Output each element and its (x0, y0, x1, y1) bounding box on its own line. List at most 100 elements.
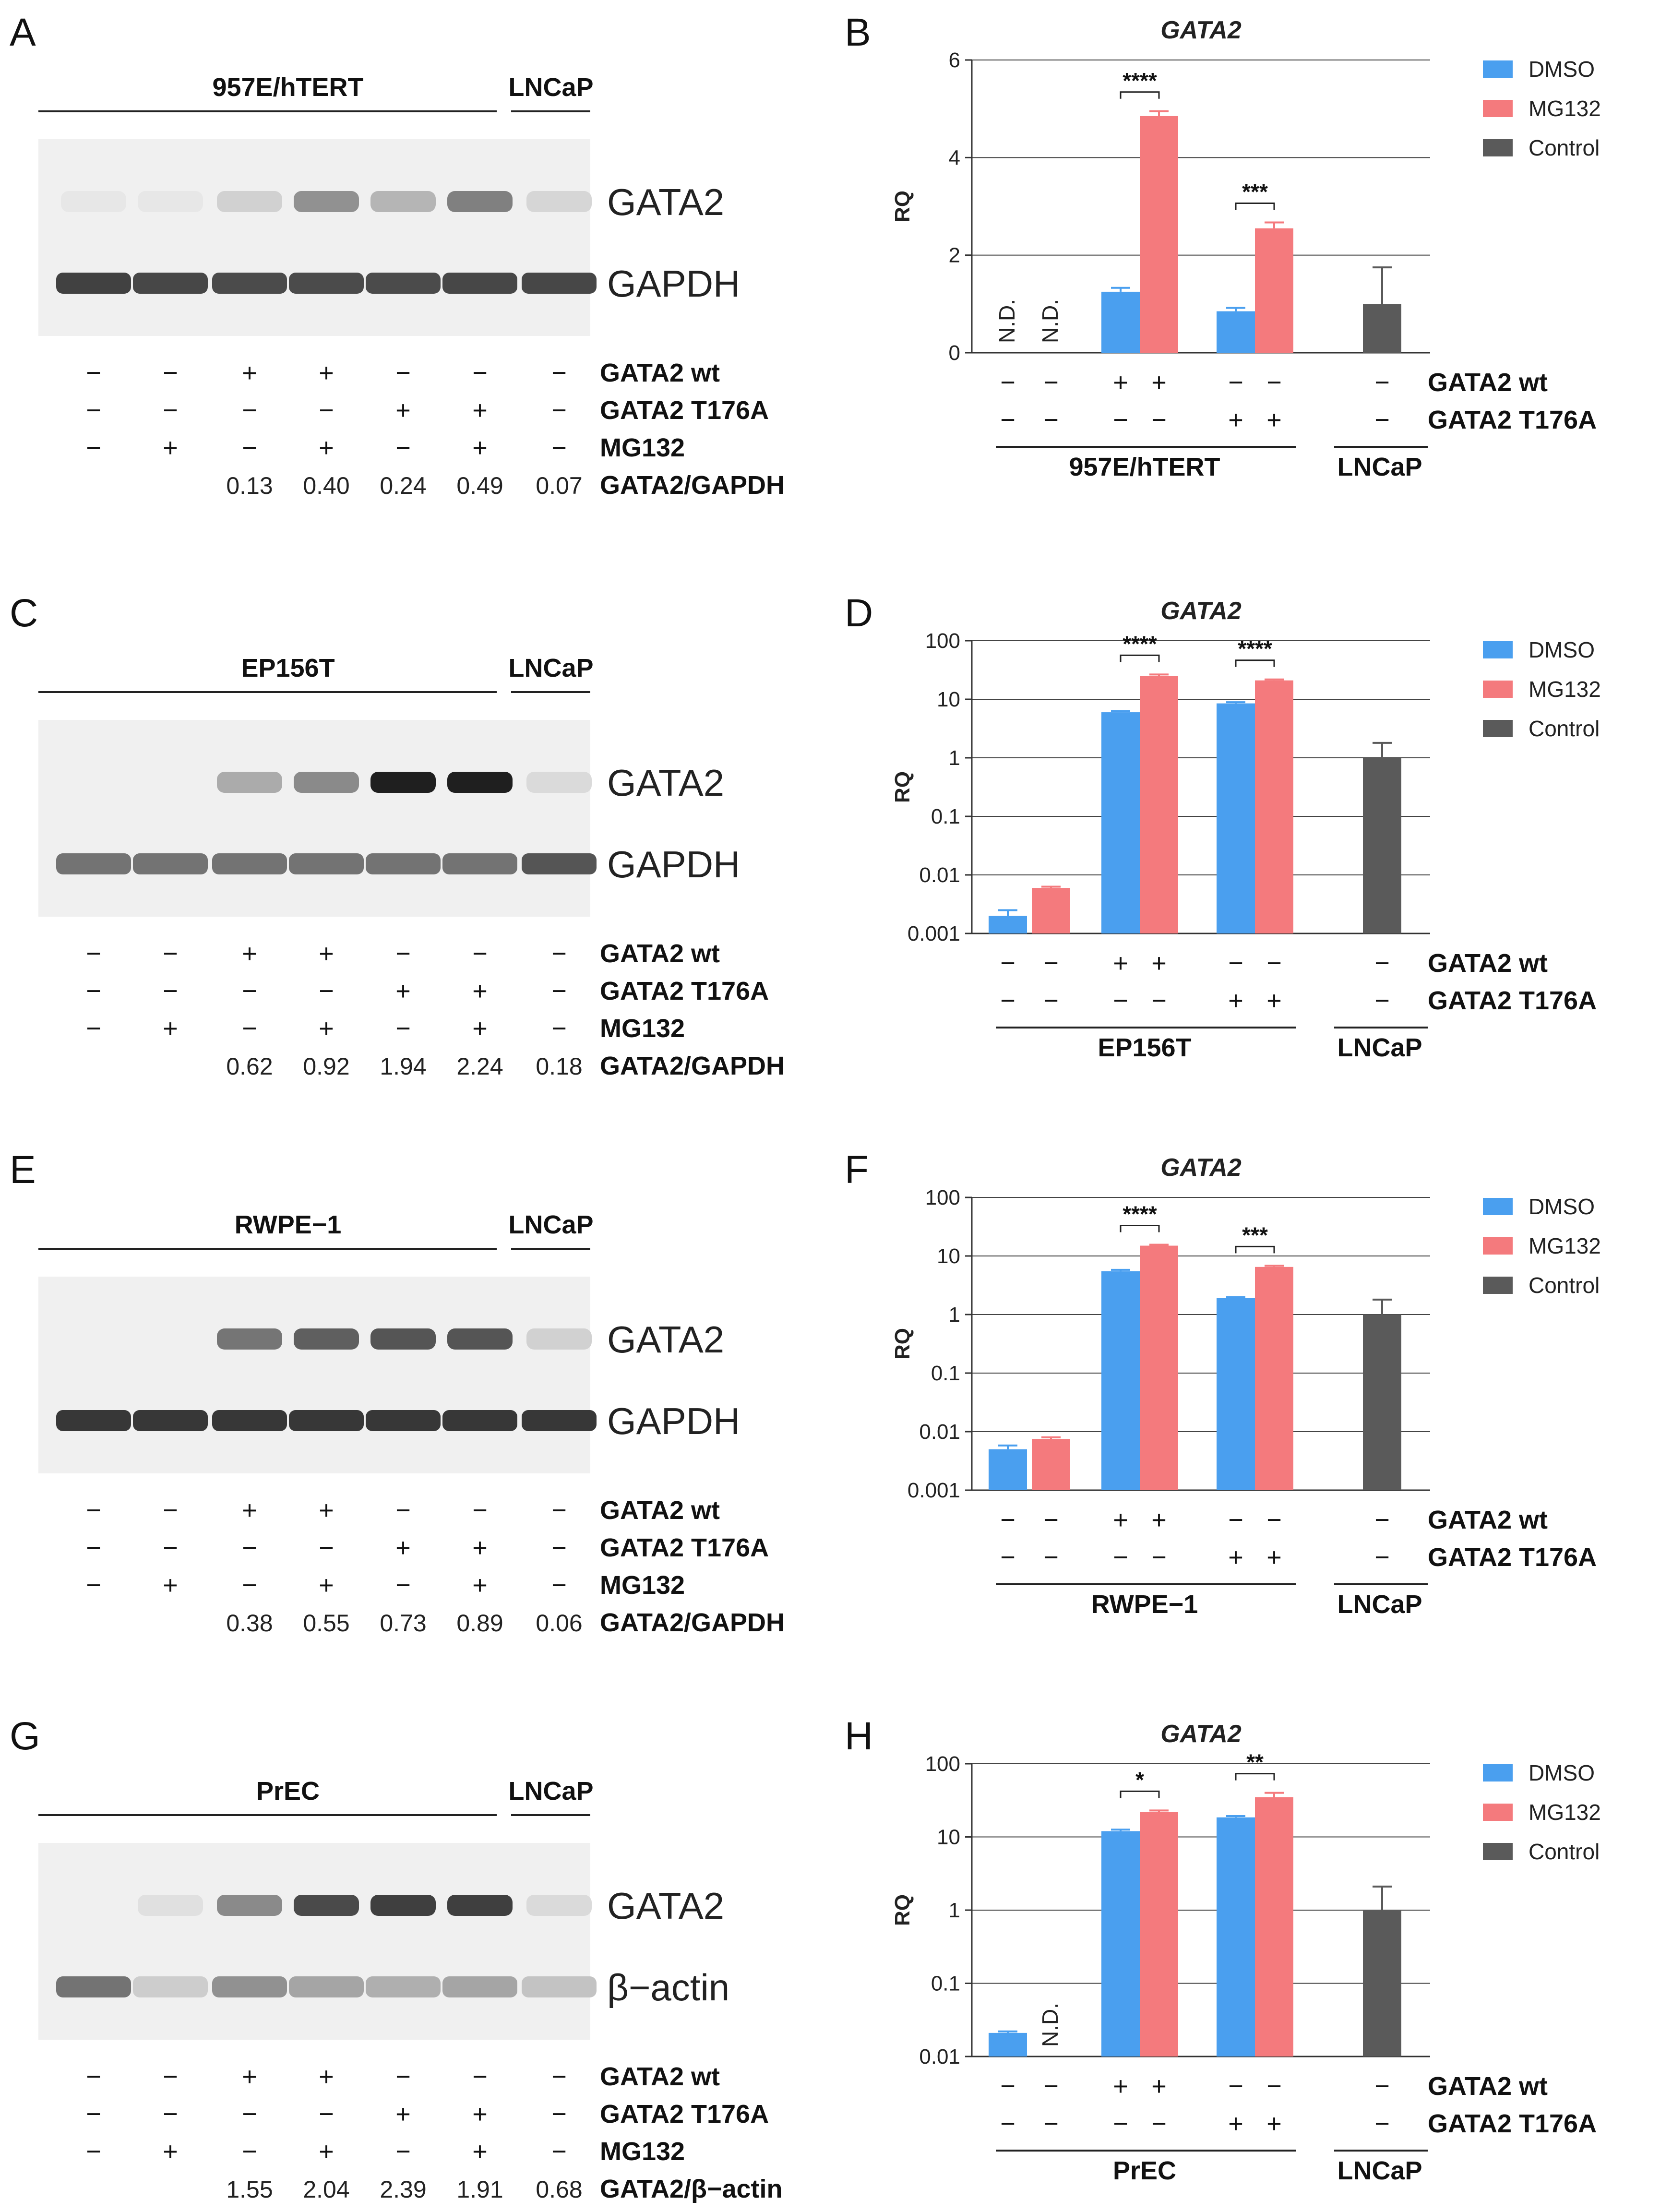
legend-swatch (1483, 681, 1513, 698)
blot-panel-C: C EP156T LNCaP GATA2 GAPDH − − + + − − − GATA2 wt − − −… (10, 591, 785, 1080)
panel-label-F: F (845, 1148, 869, 1192)
condition-symbol: − (86, 2137, 101, 2166)
condition-symbol: − (1113, 2109, 1128, 2138)
condition-symbol: − (1374, 949, 1390, 978)
ratio-value: 0.89 (456, 1610, 503, 1637)
condition-symbol: − (1266, 2072, 1282, 2101)
condition-symbol: − (242, 2100, 257, 2128)
gata2-band (217, 1895, 282, 1916)
significance-bracket (1235, 1773, 1275, 1781)
condition-symbol: + (1113, 2072, 1128, 2101)
condition-symbol: − (1374, 406, 1390, 434)
y-tick-label: 0.1 (931, 1362, 960, 1385)
condition-symbol: − (1043, 2072, 1059, 2101)
condition-symbol: − (395, 2137, 411, 2166)
significance-stars: ** (1246, 1750, 1264, 1775)
bar-mg132 (1140, 676, 1178, 933)
condition-symbol: − (163, 939, 178, 968)
condition-symbol: − (242, 396, 257, 425)
condition-symbol: − (163, 2100, 178, 2128)
legend-label: MG132 (1529, 1800, 1601, 1825)
y-tick-label: 0.01 (919, 863, 960, 887)
bar-dmso (1101, 291, 1140, 353)
condition-symbol: − (163, 396, 178, 425)
reference-band (442, 273, 517, 294)
condition-row-label: GATA2 T176A (600, 1533, 769, 1562)
condition-symbol: − (242, 433, 257, 462)
blot-cell-line-label: 957E/hTERT (212, 73, 363, 102)
condition-row-label: GATA2 wt (600, 939, 720, 968)
gata2-band (138, 191, 203, 212)
panel-label-E: E (10, 1148, 36, 1192)
significance-bracket (1235, 1245, 1275, 1254)
bar-mg132 (1032, 1439, 1070, 1490)
gel-background (38, 139, 590, 336)
chart-panel-F: F GATA2RQ0.0010.010.1110100*******DMSOMG1… (845, 1148, 1601, 1619)
condition-symbol: − (551, 1571, 567, 1600)
condition-symbol: + (319, 939, 334, 968)
condition-row-label: GATA2 wt (1428, 949, 1548, 978)
blot-ref-line-label: LNCaP (508, 1777, 593, 1805)
bar-dmso (1217, 1817, 1255, 2057)
gata2-band-label: GATA2 (607, 181, 724, 223)
reference-band-label: GAPDH (607, 843, 740, 885)
condition-symbol: − (86, 977, 101, 1005)
gata2-band (217, 191, 282, 212)
significance-stars: **** (1123, 1201, 1157, 1226)
condition-symbol: − (1043, 949, 1059, 978)
ratio-value: 0.73 (380, 1610, 426, 1637)
reference-band (56, 853, 131, 874)
ratio-value: 0.07 (536, 472, 582, 499)
condition-symbol: − (86, 1014, 101, 1043)
condition-symbol: − (163, 1533, 178, 1562)
gata2-band-label: GATA2 (607, 1318, 724, 1361)
y-tick-label: 10 (937, 688, 960, 711)
gata2-band (370, 772, 436, 793)
y-tick-label: 100 (925, 629, 960, 653)
y-tick-label: 0.001 (908, 922, 960, 945)
ratio-row-label: GATA2/GAPDH (600, 1608, 785, 1637)
condition-symbol: − (163, 977, 178, 1005)
reference-band (133, 273, 208, 294)
reference-band-label: β−actin (607, 1966, 729, 2009)
condition-symbol: − (86, 396, 101, 425)
condition-symbol: + (1151, 2072, 1167, 2101)
ref-group-label: LNCaP (1337, 1590, 1422, 1619)
reference-band (442, 1410, 517, 1431)
gata2-band (294, 772, 359, 793)
not-detected-label: N.D. (1038, 2003, 1063, 2047)
condition-symbol: + (472, 2137, 488, 2166)
blot-ref-line-label: LNCaP (508, 1210, 593, 1239)
reference-band (56, 1410, 131, 1431)
ratio-value: 0.40 (303, 472, 349, 499)
legend-label: DMSO (1529, 637, 1595, 662)
gata2-band-label: GATA2 (607, 762, 724, 804)
significance-stars: **** (1238, 636, 1272, 661)
chart-title: GATA2 (1160, 16, 1242, 44)
condition-symbol: + (242, 939, 257, 968)
ratio-value: 1.91 (456, 2176, 503, 2203)
condition-symbol: − (472, 939, 488, 968)
ratio-value: 0.18 (536, 1053, 582, 1080)
condition-row-label: MG132 (600, 1014, 685, 1043)
bar-mg132 (1140, 1812, 1178, 2057)
condition-symbol: − (319, 2100, 334, 2128)
ratio-value: 0.62 (226, 1053, 273, 1080)
condition-symbol: − (242, 1571, 257, 1600)
condition-symbol: − (1266, 368, 1282, 397)
condition-symbol: − (1228, 949, 1243, 978)
y-tick-label: 10 (937, 1826, 960, 1849)
condition-symbol: + (472, 1533, 488, 1562)
group-label: RWPE−1 (1091, 1590, 1198, 1619)
condition-symbol: − (1228, 1506, 1243, 1534)
y-tick-label: 100 (925, 1186, 960, 1209)
condition-symbol: + (242, 2062, 257, 2091)
condition-symbol: − (551, 1014, 567, 1043)
condition-symbol: − (1000, 986, 1015, 1015)
condition-symbol: − (1374, 986, 1390, 1015)
condition-symbol: − (242, 977, 257, 1005)
significance-bracket (1235, 659, 1275, 667)
reference-band (522, 1410, 597, 1431)
condition-symbol: − (1000, 2109, 1015, 2138)
